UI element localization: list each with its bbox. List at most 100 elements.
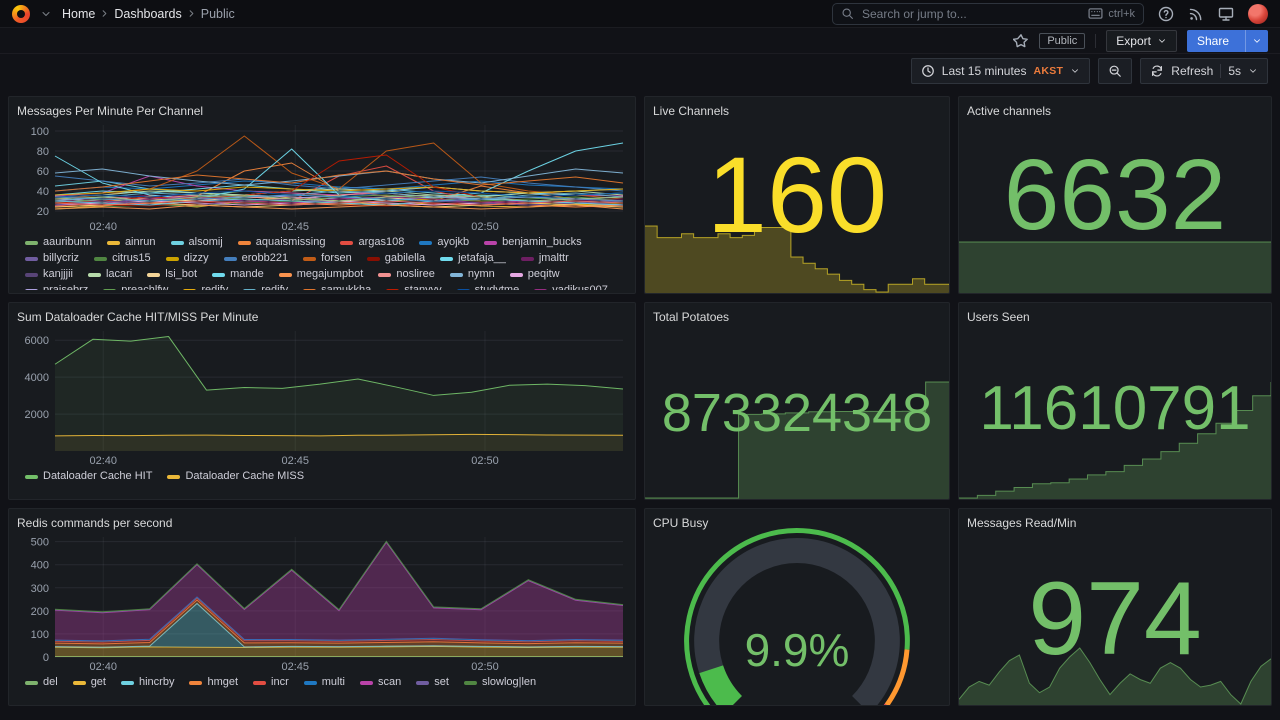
legend-item[interactable]: incr	[253, 676, 289, 689]
legend-item[interactable]: jetafaja__	[440, 252, 506, 265]
sparkline	[959, 241, 1271, 293]
refresh-button[interactable]: Refresh 5s	[1140, 58, 1268, 84]
timeseries-chart[interactable]: 0 100 200 300 400 500 02:40 02:45 02:50	[17, 533, 627, 673]
panel-users-seen: Users Seen 11610791	[958, 302, 1272, 500]
dashboard-tag[interactable]: Public	[1039, 32, 1086, 49]
legend-item[interactable]: gabilella	[366, 252, 425, 265]
org-menu-caret-icon[interactable]	[40, 8, 52, 20]
rss-icon[interactable]	[1188, 6, 1204, 22]
legend-item[interactable]: dizzy	[165, 252, 209, 265]
panel-title[interactable]: Users Seen	[967, 310, 1030, 324]
panel-title[interactable]: Messages Per Minute Per Channel	[17, 104, 204, 118]
legend-item[interactable]: forsen	[303, 252, 352, 265]
legend-item[interactable]: citrus15	[94, 252, 151, 265]
search-input[interactable]	[860, 5, 1083, 22]
dashboard-actions-bar: Public Export Share	[0, 28, 1280, 54]
panel-title[interactable]: Live Channels	[653, 104, 730, 118]
legend-item[interactable]: studytme	[456, 284, 519, 290]
panel-title[interactable]: Redis commands per second	[17, 516, 173, 530]
legend-item[interactable]: aquaismissing	[237, 236, 325, 249]
user-avatar[interactable]	[1248, 3, 1268, 24]
legend-item[interactable]: praisebrz	[25, 284, 88, 290]
legend-item[interactable]: benjamin_bucks	[484, 236, 582, 249]
chevron-down-icon	[1250, 69, 1256, 73]
legend-item[interactable]: nymn	[449, 268, 495, 281]
divider	[1095, 33, 1097, 48]
legend-item[interactable]: ainrun	[106, 236, 156, 249]
svg-text:80: 80	[37, 146, 49, 158]
help-icon[interactable]	[1158, 6, 1174, 22]
legend-item[interactable]: erobb221	[223, 252, 288, 265]
svg-text:200: 200	[31, 606, 49, 618]
legend-item[interactable]: aauribunn	[25, 236, 92, 249]
panel-title[interactable]: Sum Dataloader Cache HIT/MISS Per Minute	[17, 310, 259, 324]
export-button[interactable]: Export	[1106, 29, 1177, 52]
legend-item[interactable]: kanjjjii	[25, 268, 73, 281]
legend: aauribunn ainrun alsomij aquaismissing argas…	[17, 236, 627, 290]
legend-item[interactable]: set	[416, 676, 449, 689]
shortcut-hint: ctrl+k	[1088, 8, 1135, 20]
legend-item[interactable]: lacari	[87, 268, 132, 281]
legend-item[interactable]: megajumpbot	[278, 268, 363, 281]
panel-title[interactable]: CPU Busy	[653, 516, 709, 530]
panel-title[interactable]: Total Potatoes	[653, 310, 730, 324]
timeseries-chart[interactable]: 20 40 60 80 100 02:40 02:45 02:50	[17, 121, 627, 233]
star-icon[interactable]	[1013, 33, 1029, 49]
sparkline	[645, 381, 949, 499]
chevron-down-icon	[1254, 38, 1260, 43]
panel-title[interactable]: Active channels	[967, 104, 1052, 118]
legend-item[interactable]: stanyyy	[386, 284, 442, 290]
svg-text:02:50: 02:50	[471, 221, 499, 233]
legend-item[interactable]: ayojkb	[419, 236, 469, 249]
legend-item[interactable]: redify	[243, 284, 288, 290]
legend-item[interactable]: multi	[303, 676, 345, 689]
gauge-value: 9.9%	[744, 623, 850, 676]
svg-text:02:45: 02:45	[281, 455, 309, 467]
legend-item[interactable]: del	[25, 676, 58, 689]
legend-item[interactable]: vadikus007	[534, 284, 608, 290]
refresh-interval[interactable]: 5s	[1228, 64, 1241, 78]
search-box[interactable]: ctrl+k	[832, 2, 1144, 25]
breadcrumb-dashboards[interactable]: Dashboards	[114, 6, 182, 21]
legend-item[interactable]: billycriz	[25, 252, 79, 265]
breadcrumb-home[interactable]: Home	[62, 6, 96, 21]
legend-item[interactable]: jmalttr	[520, 252, 569, 265]
time-controls-bar: Last 15 minutes AKST Refresh 5s	[0, 54, 1280, 88]
legend-item[interactable]: samukkha	[303, 284, 371, 290]
grafana-logo[interactable]	[12, 4, 30, 23]
legend-item[interactable]: alsomij	[170, 236, 223, 249]
gauge-chart[interactable]	[653, 527, 941, 705]
breadcrumb: Home Dashboards Public	[62, 7, 235, 21]
legend-item[interactable]: mande	[212, 268, 264, 281]
svg-text:20: 20	[37, 206, 49, 218]
panel-title[interactable]: Messages Read/Min	[967, 516, 1077, 530]
legend-item[interactable]: nosliree	[378, 268, 435, 281]
legend-item[interactable]: scan	[360, 676, 401, 689]
breadcrumb-current: Public	[200, 6, 235, 21]
legend-item[interactable]: Dataloader Cache MISS	[167, 470, 304, 483]
legend-item[interactable]: preachlfw	[103, 284, 168, 290]
legend-item[interactable]: redify	[183, 284, 228, 290]
legend-item[interactable]: hincrby	[120, 676, 174, 689]
share-menu-caret[interactable]	[1245, 29, 1268, 52]
monitor-icon[interactable]	[1218, 6, 1234, 22]
time-range-picker[interactable]: Last 15 minutes AKST	[910, 58, 1091, 84]
legend-item[interactable]: slowlog|len	[463, 676, 536, 689]
legend-item[interactable]: get	[72, 676, 106, 689]
zoom-out-button[interactable]	[1098, 58, 1133, 84]
legend-item[interactable]: lsi_bot	[147, 268, 197, 281]
zoom-out-icon	[1109, 65, 1122, 77]
legend-item[interactable]: peqitw	[509, 268, 560, 281]
svg-text:300: 300	[31, 583, 49, 595]
sparkline	[959, 647, 1271, 705]
sparkline	[959, 381, 1271, 499]
legend-item[interactable]: Dataloader Cache HIT	[25, 470, 152, 483]
svg-text:02:40: 02:40	[90, 455, 118, 467]
panel-total-potatoes: Total Potatoes 873324348	[644, 302, 950, 500]
legend-item[interactable]: argas108	[340, 236, 404, 249]
timeseries-chart[interactable]: 2000 4000 6000 02:40 02:45 02:50	[17, 327, 627, 467]
legend-item[interactable]: hmget	[189, 676, 238, 689]
chevron-down-icon	[1159, 38, 1165, 43]
stat-value: 160	[706, 134, 888, 255]
share-button[interactable]: Share	[1186, 29, 1268, 52]
